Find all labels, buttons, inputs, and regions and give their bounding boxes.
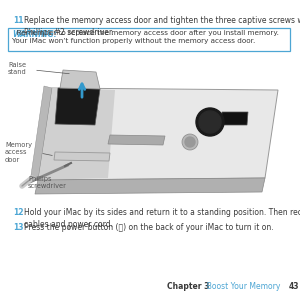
- Circle shape: [185, 137, 195, 147]
- Polygon shape: [38, 88, 278, 180]
- Polygon shape: [108, 135, 165, 145]
- Text: Raise
stand: Raise stand: [8, 62, 27, 76]
- Text: 11: 11: [13, 16, 23, 25]
- FancyBboxPatch shape: [8, 28, 290, 51]
- Text: Chapter 3: Chapter 3: [167, 282, 209, 291]
- Polygon shape: [60, 70, 100, 89]
- Text: 12: 12: [13, 208, 23, 217]
- Text: Press the power button (⌽) on the back of your iMac to turn it on.: Press the power button (⌽) on the back o…: [24, 223, 274, 232]
- Polygon shape: [54, 152, 110, 161]
- Circle shape: [182, 134, 198, 150]
- Circle shape: [199, 111, 221, 133]
- Text: Replace the memory access door and tighten the three captive screws with a
Phill: Replace the memory access door and tight…: [24, 16, 300, 37]
- Text: Memory
access
door: Memory access door: [5, 142, 32, 163]
- Polygon shape: [35, 178, 265, 194]
- Text: Hold your iMac by its sides and return it to a standing position. Then reconnect: Hold your iMac by its sides and return i…: [24, 208, 300, 229]
- Polygon shape: [55, 88, 100, 125]
- Text: Boost Your Memory: Boost Your Memory: [202, 282, 280, 291]
- Text: 13: 13: [13, 223, 23, 232]
- Polygon shape: [221, 112, 248, 125]
- Circle shape: [196, 108, 224, 136]
- Polygon shape: [30, 86, 52, 182]
- Text: 43: 43: [289, 282, 299, 291]
- Polygon shape: [38, 88, 115, 180]
- Text: Phillips
screwdriver: Phillips screwdriver: [28, 176, 67, 190]
- Text: WARNING:: WARNING:: [12, 30, 57, 39]
- Text: Remember to replace the memory access door after you install memory.
Your iMac w: Remember to replace the memory access do…: [12, 30, 279, 44]
